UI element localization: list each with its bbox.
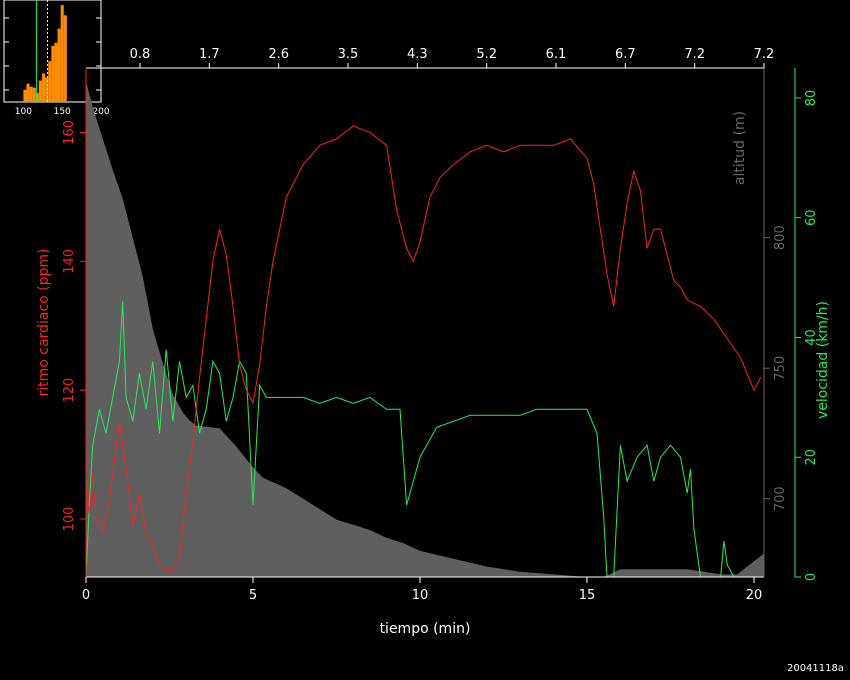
altitude-tick-label: 750 — [773, 356, 788, 381]
speed-tick-label: 40 — [804, 329, 819, 346]
histogram-bar — [32, 87, 36, 102]
histogram-x-tick-label: 200 — [92, 107, 109, 117]
x-tick-label: 0 — [82, 588, 90, 603]
top-tick-label: 4.3 — [407, 47, 428, 62]
speed-series — [85, 301, 764, 578]
altitude-tick-label: 800 — [773, 225, 788, 250]
hr-tick-label: 100 — [62, 507, 77, 532]
histogram-bar — [38, 80, 43, 102]
histogram-bar — [42, 73, 46, 102]
histogram-bar — [63, 15, 67, 102]
x-tick-label: 15 — [579, 588, 596, 603]
heart-rate-histogram: 100 150 200 — [3, 0, 110, 117]
top-tick-label: 6.1 — [546, 47, 567, 62]
speed-tick-label: 80 — [804, 90, 819, 107]
speed-line — [85, 301, 764, 578]
histogram-x-tick-label: 100 — [15, 107, 32, 117]
top-tick-label: 0.8 — [130, 47, 151, 62]
histogram-bar — [29, 86, 33, 102]
hr-axis-title: ritmo cardiaco (ppm) — [36, 249, 52, 397]
histogram-bar — [23, 89, 27, 102]
footer-code: 20041118a — [786, 663, 844, 674]
hr-tick-label: 160 — [62, 120, 77, 145]
histogram-bar — [60, 5, 64, 103]
top-tick-label: 7.2 — [684, 47, 705, 62]
altitude-area — [86, 81, 764, 577]
histogram-bar — [57, 28, 61, 103]
hr-tick-label: 140 — [62, 249, 77, 274]
histogram-bar — [45, 77, 49, 102]
top-tick-label: 7.2 — [754, 47, 775, 62]
x-axis-title: tiempo (min) — [380, 621, 471, 637]
histogram-bar — [26, 83, 30, 102]
speed-axis-title: velocidad (km/h) — [815, 301, 831, 419]
top-tick-label: 3.5 — [338, 47, 359, 62]
histogram-x-tick-label: 150 — [54, 107, 71, 117]
speed-tick-label: 20 — [804, 449, 819, 466]
heart-rate-line — [85, 125, 762, 572]
x-tick-label: 20 — [746, 588, 763, 603]
axes: 0 5 10 15 20 tiempo (min) 0.8 1.7 2.6 3.5 4.3 5.2 6.… — [36, 47, 831, 637]
hr-tick-label: 120 — [62, 378, 77, 403]
speed-tick-label: 0 — [804, 573, 819, 581]
heart-rate-series — [85, 125, 762, 572]
histogram-bar — [51, 45, 55, 102]
x-tick-label: 10 — [412, 588, 429, 603]
altitude-axis-title: altitud (m) — [732, 111, 748, 185]
top-tick-label: 2.6 — [268, 47, 289, 62]
histogram-bar — [54, 42, 58, 102]
top-tick-label: 6.7 — [615, 47, 636, 62]
altitude-area-path — [86, 81, 764, 577]
top-tick-label: 5.2 — [476, 47, 497, 62]
top-tick-label: 1.7 — [199, 47, 220, 62]
histogram-bar — [35, 92, 39, 102]
histogram-bar — [48, 61, 52, 102]
x-tick-label: 5 — [249, 588, 257, 603]
speed-tick-label: 60 — [804, 209, 819, 226]
altitude-tick-label: 700 — [773, 486, 788, 511]
